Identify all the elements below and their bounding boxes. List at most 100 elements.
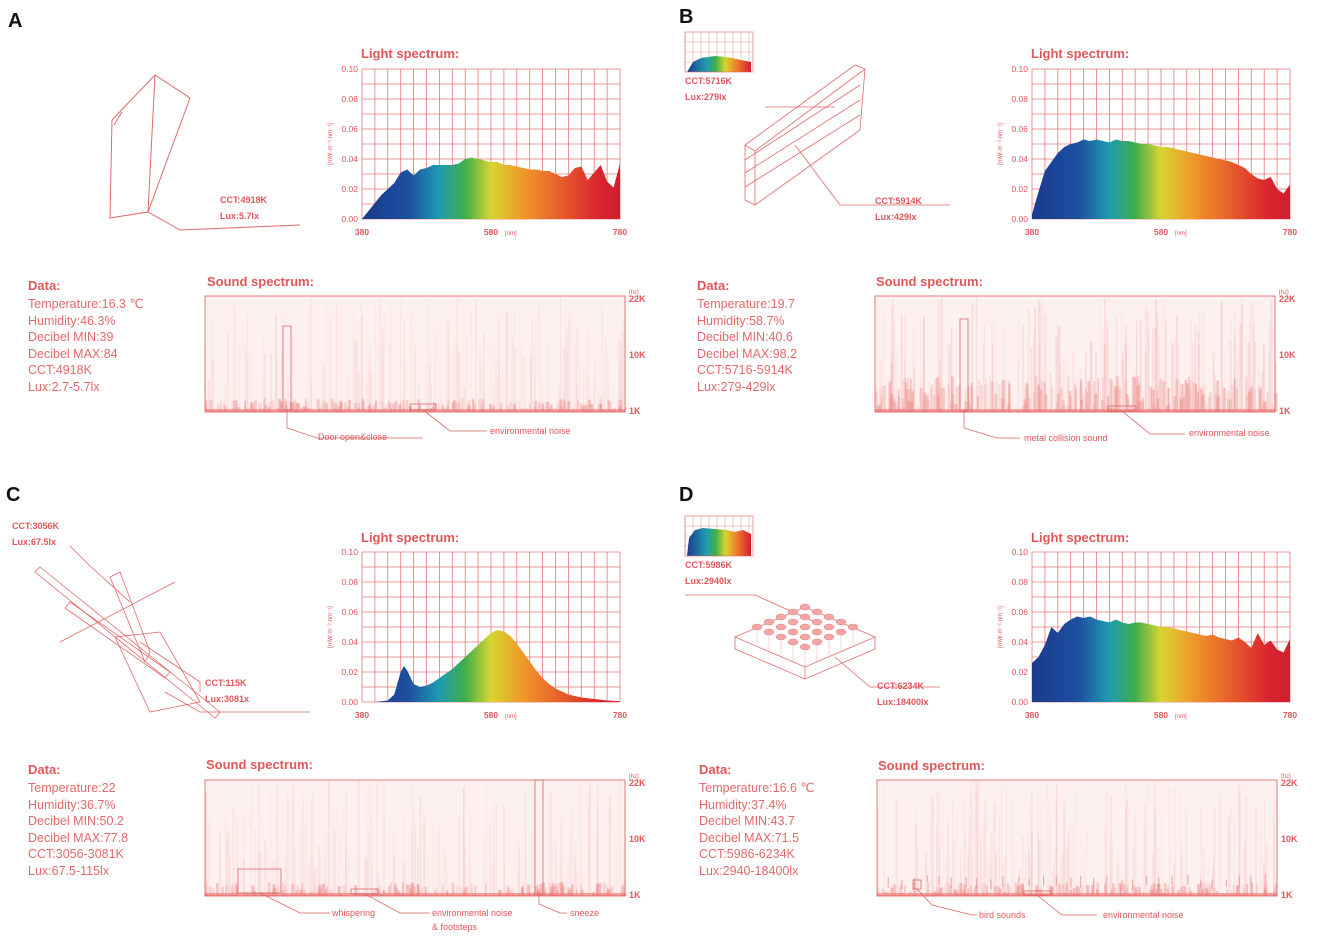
spectrogram-low-band bbox=[1149, 386, 1153, 412]
spectrogram-low-band bbox=[358, 402, 361, 412]
spectrogram-baseline bbox=[875, 409, 1275, 412]
spectrogram-low-band bbox=[880, 396, 883, 412]
spectrogram-low-band bbox=[1043, 381, 1046, 412]
spectrogram-streak bbox=[334, 830, 337, 896]
spectrogram-low-band bbox=[306, 401, 309, 412]
spectrogram-streak bbox=[417, 388, 420, 412]
spectrogram-low-band bbox=[562, 885, 566, 896]
spectrogram-low-band bbox=[385, 405, 387, 412]
spectrogram-streak bbox=[1156, 384, 1159, 412]
spectrogram-streak bbox=[506, 313, 508, 412]
spectrogram-streak bbox=[960, 867, 962, 896]
spectrogram-streak bbox=[975, 791, 979, 896]
spectrogram-low-band bbox=[480, 404, 484, 412]
spectrogram-low-band bbox=[537, 403, 540, 412]
spectrogram-texture bbox=[204, 779, 628, 897]
spectrogram-streak bbox=[377, 872, 380, 896]
spectrogram-low-band bbox=[589, 404, 594, 412]
spectrogram-streak bbox=[570, 319, 573, 412]
spectrogram-low-band bbox=[293, 399, 297, 412]
spectrogram-streak bbox=[376, 781, 378, 896]
spectrogram-streak bbox=[1052, 868, 1055, 896]
spectrogram-low-band bbox=[1275, 882, 1278, 896]
spectrogram-low-band bbox=[930, 387, 933, 412]
spectrogram-low-band bbox=[1123, 883, 1126, 896]
spectrogram-streak bbox=[890, 363, 894, 412]
spectrogram-streak bbox=[1117, 856, 1119, 896]
spectrogram-streak bbox=[1121, 351, 1124, 412]
spectrogram-streak bbox=[411, 341, 414, 412]
spectrogram-streak bbox=[541, 382, 544, 412]
spectrogram-low-band bbox=[1005, 380, 1007, 412]
bird-chirp bbox=[1070, 877, 1072, 888]
spectrogram-low-band bbox=[361, 398, 365, 412]
spectrogram-low-band bbox=[924, 396, 928, 412]
spectrogram-streak bbox=[1228, 815, 1230, 896]
spectrogram-streak bbox=[938, 301, 940, 412]
spectrogram-streak bbox=[1124, 808, 1126, 896]
spectrogram-low-band bbox=[1136, 385, 1140, 412]
x-tick-label: 780 bbox=[1283, 710, 1297, 720]
spectrogram-low-band bbox=[318, 886, 322, 896]
spectrogram-low-band bbox=[571, 884, 574, 896]
spectrogram-streak bbox=[1265, 843, 1268, 896]
y-tick-label: 0.10 bbox=[1011, 64, 1028, 74]
spectrogram-bg bbox=[875, 296, 1275, 412]
bird-chirp bbox=[1018, 877, 1020, 884]
spectrogram-low-band bbox=[950, 376, 955, 412]
y-tick-label: 0.02 bbox=[341, 667, 358, 677]
spectrogram-streak bbox=[469, 813, 471, 896]
spectrogram-low-band bbox=[1140, 401, 1144, 412]
spectrogram-streak bbox=[456, 344, 458, 412]
data-lux: Lux:67.5-115lx bbox=[28, 863, 110, 878]
spectrogram-low-band bbox=[955, 386, 959, 412]
spectrogram-low-band bbox=[925, 394, 929, 412]
bird-chirp bbox=[938, 876, 940, 885]
data-cct: CCT:3056-3081K bbox=[28, 847, 124, 861]
spectrogram-streak bbox=[366, 787, 369, 896]
spectrogram-streak bbox=[1055, 785, 1059, 896]
spectrogram-low-band bbox=[418, 404, 421, 412]
bird-chirp bbox=[990, 879, 992, 890]
spectrogram-low-band bbox=[219, 400, 222, 412]
spectrogram-low-band bbox=[507, 884, 510, 896]
annotation-line bbox=[1121, 410, 1185, 435]
spectrogram-streak bbox=[1239, 790, 1241, 896]
spectrogram-streak bbox=[254, 827, 257, 896]
data-lux: Lux:279-429lx bbox=[697, 379, 776, 394]
spectrogram-low-band bbox=[1151, 389, 1154, 412]
spectrogram-low-band bbox=[1198, 386, 1202, 412]
spectrogram-low-band bbox=[301, 882, 304, 896]
spectrogram-low-band bbox=[607, 888, 611, 896]
spectrogram-streak bbox=[1003, 323, 1005, 412]
spectrogram-low-band bbox=[390, 402, 394, 412]
spectrogram-streak bbox=[276, 785, 278, 896]
spectrogram-low-band bbox=[402, 399, 405, 412]
spectrogram-streak bbox=[1255, 808, 1258, 896]
spectrogram-streak bbox=[403, 319, 406, 412]
spectrogram-streak bbox=[378, 297, 381, 412]
spectrogram-low-band bbox=[549, 404, 553, 412]
bird-chirp bbox=[926, 875, 928, 882]
data-decibel-max: Decibel MAX:71.5 bbox=[699, 830, 800, 845]
spectrogram-low-band bbox=[1173, 396, 1177, 412]
spectrogram-streak bbox=[1030, 347, 1033, 412]
y-tick-label: 0.10 bbox=[341, 547, 358, 557]
spectrogram-low-band bbox=[970, 885, 972, 896]
spectrogram-low-band bbox=[473, 402, 477, 412]
spectrogram-low-band bbox=[221, 886, 224, 896]
spectrogram-low-band bbox=[387, 400, 390, 412]
spectrogram-low-band bbox=[276, 885, 280, 896]
spectrogram-streak bbox=[914, 824, 918, 896]
spectrogram-streak bbox=[453, 357, 456, 412]
spectrogram-streak bbox=[1059, 377, 1061, 412]
spectrogram-streak bbox=[1267, 352, 1269, 412]
spectrogram-low-band bbox=[580, 889, 584, 896]
spectrogram-low-band bbox=[1097, 377, 1099, 412]
spectrogram-low-band bbox=[598, 403, 602, 412]
spectrum-area bbox=[1032, 616, 1290, 702]
data-title: Data: bbox=[28, 278, 61, 293]
spectrogram-baseline bbox=[205, 409, 625, 412]
spectrogram-streak bbox=[310, 297, 313, 412]
spectrogram-streak bbox=[428, 854, 430, 896]
